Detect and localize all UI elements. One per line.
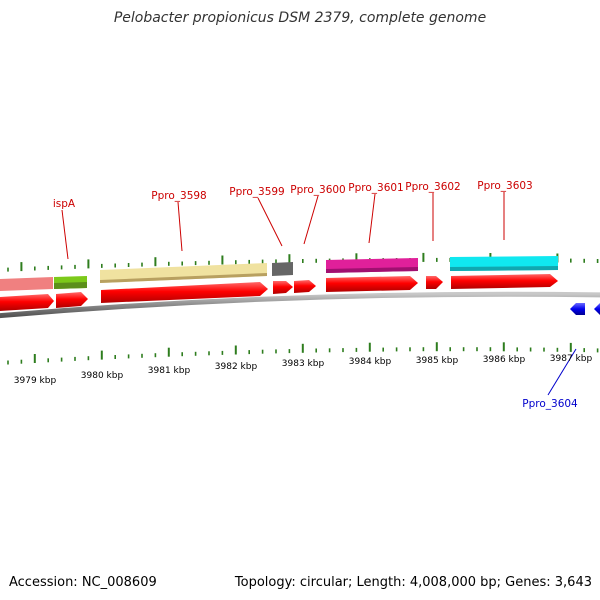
axis-label: 3983 kbp	[282, 359, 325, 369]
gene-label-Ppro_3603[interactable]: Ppro_3603	[477, 180, 532, 192]
axis-label: 3979 kbp	[14, 376, 57, 386]
Ppro_3603-category-bar-shadow	[450, 266, 558, 271]
axis-label: 3986 kbp	[483, 355, 526, 365]
gene-label-Ppro_3599[interactable]: Ppro_3599	[229, 186, 284, 198]
Ppro_3598-category-bar[interactable]	[100, 263, 267, 283]
Ppro_3599-category-bar[interactable]	[272, 262, 293, 276]
gene-label-Ppro_3602[interactable]: Ppro_3602	[405, 181, 460, 193]
inner-tick-row	[7, 342, 599, 365]
ispA-category-bar-shadow	[54, 282, 87, 289]
axis-label: 3981 kbp	[148, 366, 191, 376]
axis-label: 3985 kbp	[416, 356, 459, 366]
genome-title: Pelobacter propionicus DSM 2379, complet…	[113, 10, 487, 26]
label-leaders	[61, 192, 577, 396]
axis-label: 3980 kbp	[81, 371, 124, 381]
axis-label: 3984 kbp	[349, 357, 392, 367]
gene-arrow-Ppro_3604[interactable]	[570, 303, 585, 315]
gene-label-ispA[interactable]: ispA	[53, 198, 76, 210]
gene-arrow-Ppro_3600[interactable]	[294, 280, 316, 293]
gene-label-Ppro_3600[interactable]: Ppro_3600	[290, 184, 345, 196]
gene-arrow-left-partial[interactable]	[0, 294, 54, 311]
gene-arrow-Ppro_3603[interactable]	[451, 274, 558, 289]
gene-arrow-Ppro_3601[interactable]	[326, 276, 418, 292]
accession-text: Accession: NC_008609	[9, 575, 157, 590]
Ppro_3601-category-bar-shadow	[326, 267, 418, 273]
axis-label: 3982 kbp	[215, 362, 258, 372]
genome-backbone	[0, 291, 600, 319]
gene-label-Ppro_3598[interactable]: Ppro_3598	[151, 190, 206, 202]
gene-arrow-next-reverse[interactable]	[594, 303, 600, 315]
gene-arrow-ispA[interactable]	[56, 292, 88, 308]
axis-label: 3987 kbp	[550, 354, 593, 364]
gene-arrow-Ppro_3599[interactable]	[273, 281, 293, 294]
gene-arrow-Ppro_3598[interactable]	[101, 282, 268, 303]
genome-summary-text: Topology: circular; Length: 4,008,000 bp…	[234, 575, 592, 590]
gene-arrow-Ppro_3602[interactable]	[426, 276, 443, 289]
Ppro_3598-category-bar-shadow	[100, 273, 267, 283]
left-partial-bar	[0, 277, 53, 291]
gene-label-Ppro_3604[interactable]: Ppro_3604	[522, 398, 578, 410]
gene-label-Ppro_3601[interactable]: Ppro_3601	[348, 182, 403, 194]
